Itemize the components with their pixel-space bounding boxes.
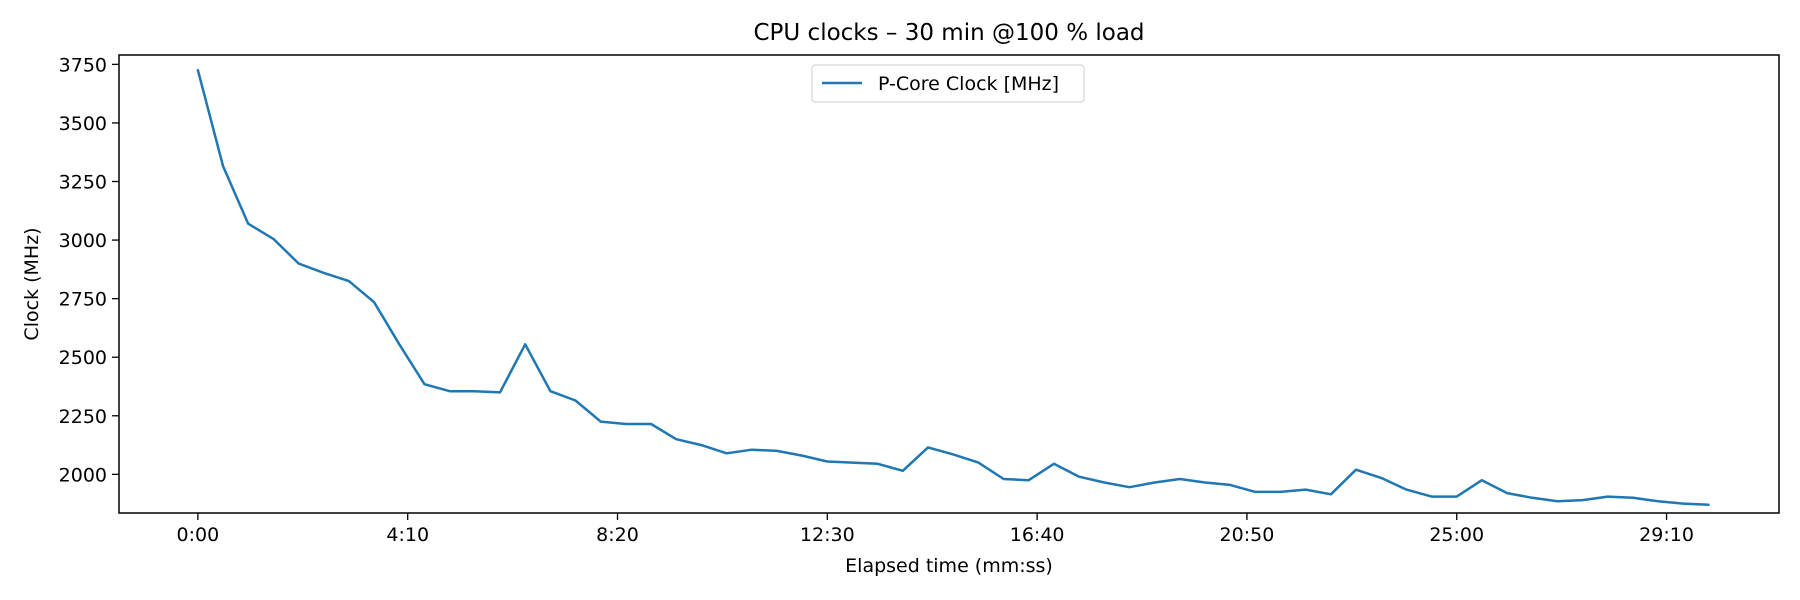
x-tick-label: 25:00 bbox=[1429, 524, 1484, 546]
x-axis-ticks: 0:00 4:10 8:20 12:30 16:40 20:50 25:00 29:10 bbox=[177, 513, 1694, 546]
legend-label: P-Core Clock [MHz] bbox=[878, 73, 1059, 95]
y-tick-label: 2750 bbox=[59, 289, 107, 311]
y-tick-label: 2250 bbox=[59, 406, 107, 428]
series-line bbox=[196, 68, 1710, 507]
y-tick-label: 3750 bbox=[59, 54, 107, 76]
y-tick-label: 3000 bbox=[59, 230, 107, 252]
y-axis-title: Clock (MHz) bbox=[21, 227, 43, 340]
y-tick-label: 3500 bbox=[59, 113, 107, 135]
legend-box bbox=[811, 64, 1085, 103]
x-axis-title: Elapsed time (mm:ss) bbox=[845, 555, 1053, 577]
series-layer bbox=[196, 68, 1710, 507]
y-axis-ticks: 2000 2250 2500 2750 3000 3250 3500 3750 bbox=[59, 54, 119, 486]
plot-frame bbox=[118, 54, 1780, 514]
x-tick-label: 8:20 bbox=[596, 524, 639, 546]
x-tick-label: 20:50 bbox=[1220, 524, 1275, 546]
y-tick-label: 2500 bbox=[59, 347, 107, 369]
y-tick-label: 3250 bbox=[59, 172, 107, 194]
x-tick-label: 0:00 bbox=[177, 524, 220, 546]
chart-title: CPU clocks – 30 min @100 % load bbox=[753, 20, 1144, 46]
x-tick-label: 4:10 bbox=[386, 524, 429, 546]
y-tick-label: 2000 bbox=[59, 464, 107, 486]
x-tick-label: 16:40 bbox=[1010, 524, 1065, 546]
x-tick-label: 12:30 bbox=[800, 524, 855, 546]
x-tick-label: 29:10 bbox=[1639, 524, 1694, 546]
legend: P-Core Clock [MHz] bbox=[811, 64, 1085, 103]
